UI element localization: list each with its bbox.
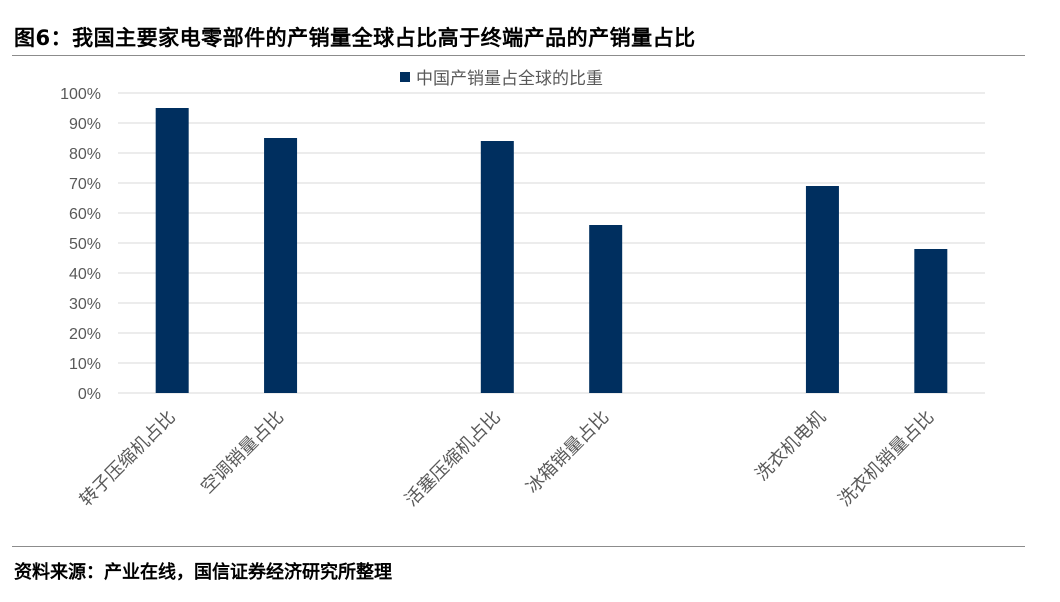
y-tick-label: 0%: [78, 386, 101, 403]
y-tick-label: 100%: [60, 86, 101, 103]
y-tick-label: 80%: [69, 146, 101, 163]
y-tick-label: 50%: [69, 236, 101, 253]
gridlines: [118, 92, 985, 394]
legend-label: 中国产销量占全球的比重: [416, 69, 603, 89]
bar: [805, 186, 839, 393]
x-category-label: 空调销量占比: [197, 407, 288, 498]
x-category-label: 洗衣机销量占比: [834, 407, 938, 511]
y-tick-label: 10%: [69, 356, 101, 373]
bars: [155, 108, 948, 393]
bar: [914, 249, 948, 393]
source-note: 资料来源：产业在线，国信证券经济研究所整理: [14, 562, 392, 583]
legend-swatch: [400, 72, 410, 82]
source-divider: [12, 546, 1025, 547]
x-category-label: 洗衣机电机: [751, 407, 829, 485]
figure-title: 图6：我国主要家电零部件的产销量全球占比高于终端产品的产销量占比: [14, 26, 696, 50]
y-tick-label: 40%: [69, 266, 101, 283]
y-tick-label: 20%: [69, 326, 101, 343]
legend: 中国产销量占全球的比重: [400, 69, 603, 89]
y-axis-tick-labels: 0% 10% 20% 30% 40% 50% 60% 70% 80% 90% 100%: [60, 86, 101, 403]
bar-chart: 0% 10% 20% 30% 40% 50% 60% 70% 80% 90% 100% 转子压缩机占…: [60, 69, 985, 511]
bar: [155, 108, 189, 393]
x-axis-category-labels: 转子压缩机占比 空调销量占比 活塞压缩机占比 冰箱销量占比 洗衣机电机 洗衣机销量占比: [76, 407, 939, 511]
y-tick-label: 70%: [69, 176, 101, 193]
title-divider: [12, 55, 1025, 56]
y-tick-label: 30%: [69, 296, 101, 313]
y-tick-label: 90%: [69, 116, 101, 133]
bar: [480, 141, 514, 393]
x-category-label: 冰箱销量占比: [522, 407, 613, 498]
bar: [589, 225, 623, 393]
x-category-label: 活塞压缩机占比: [401, 407, 505, 511]
y-tick-label: 60%: [69, 206, 101, 223]
x-category-label: 转子压缩机占比: [76, 407, 180, 511]
bar: [264, 138, 298, 393]
